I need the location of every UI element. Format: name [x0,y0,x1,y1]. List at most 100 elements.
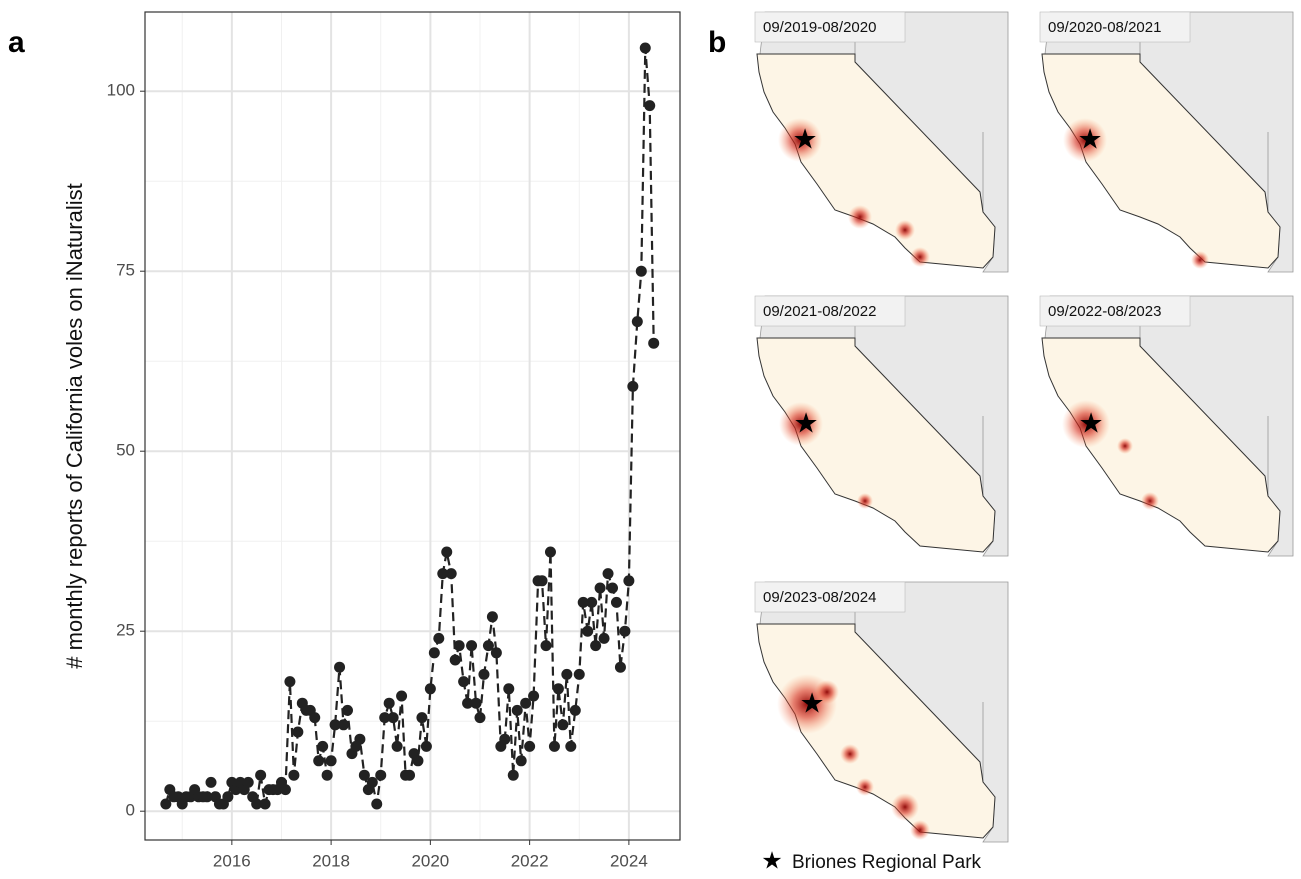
data-point [503,683,515,695]
data-point [631,316,643,328]
data-point [528,690,540,702]
data-point [623,575,635,587]
density-hotspot [895,220,915,240]
density-hotspot [1117,438,1133,454]
data-point [288,769,300,781]
data-point [329,719,341,731]
data-point [424,683,436,695]
map-panel: 09/2020-08/2021 ★ [1039,11,1294,273]
density-hotspot [857,493,873,509]
data-point [569,704,581,716]
map-panel: 09/2019-08/2020 ★ [754,11,1009,273]
data-point [445,568,457,580]
data-point [441,546,453,558]
data-point [416,712,428,724]
map-label-box [1039,295,1191,327]
data-point [292,726,304,738]
california [1041,53,1281,269]
y-tick-label: 50 [116,441,135,460]
data-point [577,596,589,608]
site-star: ★ [1077,123,1102,154]
panel-label: a [8,26,25,59]
data-point [279,784,291,796]
y-axis-label: # monthly reports of California voles on… [62,183,87,668]
data-point [412,755,424,767]
data-point [602,568,614,580]
map-label: 09/2020-08/2021 [1048,19,1161,36]
y-tick-label: 75 [116,261,135,280]
data-point [222,791,234,803]
data-point [404,769,416,781]
data-point [635,265,647,277]
data-point [321,769,333,781]
map-panel: 09/2022-08/2023 ★ [1039,295,1294,557]
map-label-box [754,295,906,327]
data-point [366,776,378,788]
plot-background [145,12,680,840]
x-tick-label: 2020 [411,851,449,870]
data-point [619,625,631,637]
y-tick-label: 25 [116,621,135,640]
data-point [313,755,325,767]
data-point [354,733,366,745]
data-point [462,697,474,709]
data-point [255,769,267,781]
data-point [520,697,532,709]
density-hotspot [856,778,874,796]
data-point [648,337,660,349]
density-hotspot [1062,400,1110,448]
data-point [548,740,560,752]
map-label: 09/2022-08/2023 [1048,303,1161,320]
data-point [524,740,536,752]
data-point [433,632,445,644]
data-point [341,704,353,716]
data-point [590,640,602,652]
data-point [594,582,606,594]
density-hotspot [840,744,860,764]
map-label-box [754,581,906,613]
data-point [486,611,498,623]
data-point [391,740,403,752]
data-point [201,791,213,803]
data-point [371,798,383,810]
data-point [428,647,440,659]
data-point [251,798,263,810]
data-point [607,582,619,594]
data-point [358,769,370,781]
data-point [573,668,585,680]
legend-label: Briones Regional Park [792,852,982,873]
data-point [511,704,523,716]
data-point [259,798,271,810]
data-point [515,755,527,767]
data-point [557,719,569,731]
density-hotspot [778,118,822,162]
data-point [614,661,626,673]
data-point [565,740,577,752]
map-panels: 09/2019-08/2020★09/2020-08/2021★09/2021-… [754,11,1294,843]
data-point [540,640,552,652]
data-point [644,100,656,112]
site-star: ★ [792,123,817,154]
x-tick-label: 2022 [511,851,549,870]
map-label: 09/2019-08/2020 [763,19,876,36]
data-point [536,575,548,587]
data-point [490,647,502,659]
data-point [453,640,465,652]
data-point [586,596,598,608]
data-point [387,712,399,724]
data-point [338,719,350,731]
data-point [466,640,478,652]
data-point [499,733,511,745]
map-panel: 09/2023-08/2024 ★ [754,581,1009,843]
density-hotspot [779,402,823,446]
data-point [242,776,254,788]
data-point [478,668,490,680]
y-tick-label: 100 [107,81,135,100]
data-point [375,769,387,781]
data-point [598,632,610,644]
california [756,337,996,553]
density-hotspot [1191,251,1209,269]
data-point [552,683,564,695]
data-point [437,568,449,580]
data-point [420,740,432,752]
